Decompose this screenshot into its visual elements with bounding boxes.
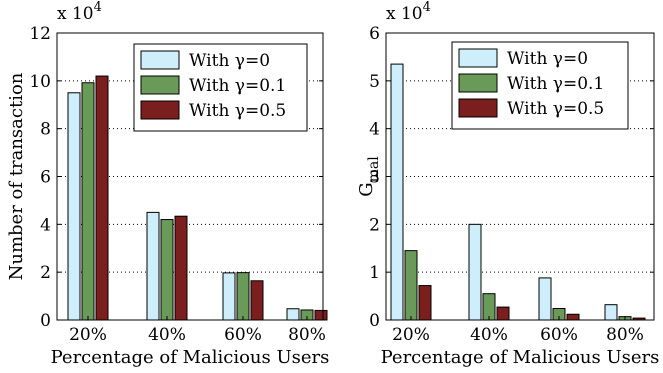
x-tick-label: 80% [288, 325, 326, 345]
x-axis-label: Percentage of Malicious Users [381, 347, 660, 368]
axis-multiplier-exponent: 4 [94, 0, 102, 15]
chart-panel-1: 20% 40% 60% 80% 0 2 4 6 8 10 12 x 104 Percentage of … [6, 0, 329, 368]
x-tick-label: 40% [470, 325, 508, 345]
y-tick-label: 10 [29, 72, 51, 92]
legend-swatch [458, 73, 498, 93]
legend-label: With γ=0 [507, 49, 588, 69]
bar [81, 82, 95, 321]
y-tick-label: 12 [29, 24, 51, 44]
legend: With γ=0 With γ=0.1 With γ=0.5 [451, 41, 629, 130]
bar [604, 304, 618, 321]
legend-swatch [140, 75, 180, 95]
y-tick-label: 4 [40, 215, 51, 235]
bar [314, 309, 328, 321]
x-tick-label: 60% [540, 325, 578, 345]
y-tick-label: 1 [369, 263, 380, 283]
bar [250, 280, 264, 321]
y-tick-label: 0 [40, 311, 51, 331]
plot-frame [385, 32, 655, 321]
bar [468, 223, 482, 321]
legend-swatch [140, 100, 180, 120]
legend-label: With γ=0.5 [507, 99, 604, 119]
x-tick-label: 20% [392, 325, 430, 345]
bar [174, 215, 188, 321]
x-tick-label: 40% [148, 325, 186, 345]
x-tick-label: 20% [69, 325, 107, 345]
y-tick-label: 2 [40, 263, 51, 283]
bar [496, 306, 510, 321]
x-tick-label: 60% [224, 325, 262, 345]
bar [222, 272, 236, 321]
bar [146, 211, 160, 321]
bar [390, 63, 404, 321]
legend: With γ=0 With γ=0.1 With γ=0.5 [133, 43, 308, 132]
y-axis-label: Number of transaction [6, 72, 27, 280]
y-tick-label: 2 [369, 215, 380, 235]
bar [67, 92, 81, 321]
y-axis-label-subscript: mal [366, 156, 382, 183]
bar [566, 313, 580, 321]
bar [538, 277, 552, 321]
legend-swatch [458, 98, 498, 118]
x-axis-label: Percentage of Malicious Users [51, 347, 330, 368]
bar [404, 250, 418, 321]
legend-label: With γ=0 [189, 51, 270, 71]
legend-label: With γ=0.1 [189, 76, 286, 96]
legend-swatch [458, 48, 498, 68]
axis-multiplier: x 104 [386, 0, 431, 24]
y-tick-label: 6 [40, 168, 51, 188]
bar [236, 272, 250, 321]
chart-panel-2: 20% 40% 60% 80% 0 1 2 3 4 5 6 x 104 Percentage of Ma… [356, 0, 659, 368]
bar [286, 308, 300, 321]
axis-multiplier-exponent: 4 [423, 0, 431, 15]
plot-frame [56, 32, 324, 321]
legend-label: With γ=0.1 [507, 74, 604, 94]
legend-swatch [140, 50, 180, 70]
bar [95, 75, 109, 321]
bar [418, 285, 432, 321]
y-tick-label: 3 [369, 168, 380, 188]
bar [160, 219, 174, 321]
axis-multiplier: x 104 [57, 0, 102, 24]
y-tick-label: 5 [369, 72, 380, 92]
y-tick-label: 0 [369, 311, 380, 331]
y-axis-label: Gmal [356, 156, 382, 197]
y-tick-label: 8 [40, 120, 51, 140]
y-tick-label: 6 [369, 24, 380, 44]
legend-label: With γ=0.5 [189, 101, 286, 121]
x-tick-label: 80% [606, 325, 644, 345]
y-tick-label: 4 [369, 120, 380, 140]
